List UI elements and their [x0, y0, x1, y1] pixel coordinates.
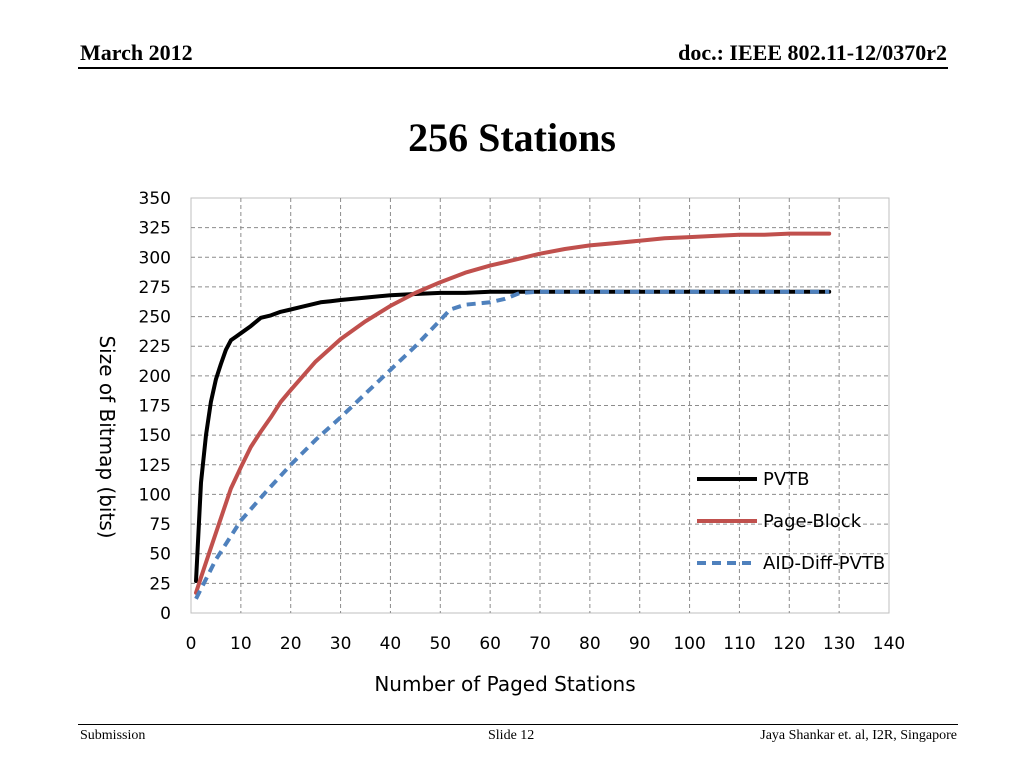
y-tick-label: 100: [139, 485, 171, 505]
x-tick-label: 80: [579, 634, 601, 654]
x-tick-label: 70: [529, 634, 551, 654]
y-tick-label: 225: [139, 337, 171, 357]
y-tick-label: 325: [139, 219, 171, 239]
legend: PVTB Page-Block AID-Diff-PVTB: [697, 469, 885, 574]
series-line-aid-diff-pvtb: [194, 289, 830, 600]
series-line-page-block: [194, 231, 832, 595]
footer-slide-number: Slide 12: [488, 728, 535, 743]
x-tick-label: 40: [380, 634, 402, 654]
header-divider: [78, 67, 948, 69]
x-tick-label: 100: [673, 634, 705, 654]
series-lines: [194, 231, 832, 600]
y-tick-label: 25: [149, 574, 171, 594]
y-tick-label: 175: [139, 397, 171, 417]
y-tick-label: 75: [149, 515, 171, 535]
y-tick-label: 50: [149, 545, 171, 565]
series-line-pvtb: [194, 289, 832, 583]
x-tick-label: 140: [873, 634, 905, 654]
x-tick-label: 90: [629, 634, 651, 654]
tick-labels: 0 10 20 30 40 50 60 70 80 90 100 110 120 130 140 0 25 50 7…: [139, 189, 906, 654]
y-axis-title: Size of Bitmap (bits): [95, 335, 119, 538]
footer-divider: [78, 724, 958, 725]
x-tick-label: 10: [230, 634, 252, 654]
x-tick-label: 30: [330, 634, 352, 654]
x-tick-label: 0: [186, 634, 197, 654]
x-tick-label: 60: [479, 634, 501, 654]
footer-authors: Jaya Shankar et. al, I2R, Singapore: [760, 728, 957, 743]
slide-title: 256 Stations: [408, 115, 616, 160]
footer-submission: Submission: [80, 728, 146, 743]
y-tick-label: 200: [139, 367, 171, 387]
legend-label: PVTB: [763, 469, 810, 490]
x-tick-label: 130: [823, 634, 855, 654]
y-tick-label: 275: [139, 278, 171, 298]
y-tick-label: 0: [160, 604, 171, 624]
y-tick-label: 350: [139, 189, 171, 209]
x-tick-label: 20: [280, 634, 302, 654]
y-tick-label: 300: [139, 248, 171, 268]
header-date: March 2012: [80, 40, 193, 65]
header-doc-id: doc.: IEEE 802.11-12/0370r2: [678, 40, 947, 65]
grid: [191, 198, 889, 613]
y-tick-label: 250: [139, 308, 171, 328]
y-tick-label: 125: [139, 456, 171, 476]
x-tick-label: 50: [429, 634, 451, 654]
x-tick-label: 120: [773, 634, 805, 654]
y-tick-label: 150: [139, 426, 171, 446]
x-tick-label: 110: [723, 634, 755, 654]
x-axis-title: Number of Paged Stations: [374, 672, 635, 696]
legend-label: AID-Diff-PVTB: [763, 553, 885, 574]
legend-label: Page-Block: [763, 511, 862, 532]
